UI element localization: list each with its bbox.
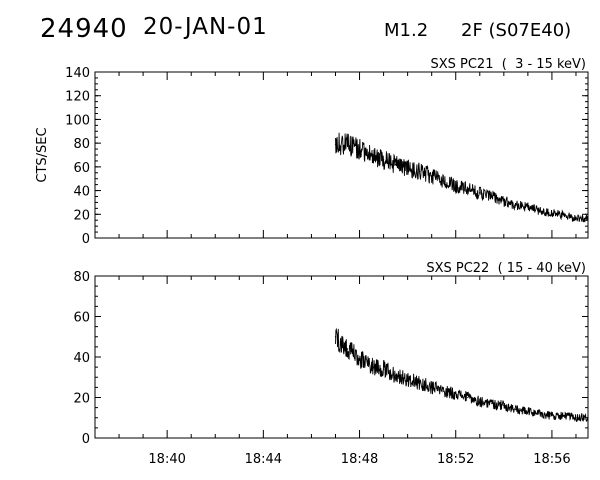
panel-1: 0 20 40 60 80 100 120 140 SXS PC21 ( 3 - 15 keV)… — [35, 57, 589, 247]
data-point — [503, 200, 505, 202]
data-point — [467, 188, 469, 190]
data-point — [551, 415, 553, 417]
data-point — [479, 400, 481, 403]
data-point — [527, 206, 529, 208]
data-point — [455, 392, 457, 395]
x-tick-label: 18:40 — [148, 452, 185, 467]
data-point — [527, 411, 529, 413]
data-point — [382, 368, 385, 370]
data-point — [503, 405, 505, 407]
data-point — [563, 415, 565, 417]
data-point — [334, 336, 337, 338]
data-point — [563, 214, 565, 217]
data-point — [431, 386, 433, 388]
data-point — [575, 417, 577, 419]
x-tick-label: 18:48 — [341, 452, 378, 467]
series-trace — [335, 327, 589, 422]
data-point — [515, 409, 517, 411]
event-id: 24940 — [40, 14, 128, 44]
data-point — [443, 390, 445, 393]
y-tick-label: 80 — [73, 137, 90, 152]
panel-title: SXS PC21 ( 3 - 15 keV) — [430, 57, 586, 72]
data-point — [407, 378, 409, 380]
data-point — [370, 364, 373, 366]
plot-frame — [94, 71, 589, 239]
data-point — [419, 382, 421, 384]
data-point — [346, 142, 349, 144]
y-tick-label: 0 — [82, 232, 90, 247]
data-point — [479, 192, 481, 194]
panel-2: 0 20 40 60 80 18:40 18:44 18:48 18:52 18:56 SXS PC… — [73, 261, 589, 467]
data-point — [515, 204, 517, 206]
event-date: 20-JAN-01 — [143, 14, 268, 40]
data-point — [334, 143, 337, 145]
y-tick-label: 40 — [73, 185, 90, 200]
x-tick-label: 18:44 — [245, 452, 282, 467]
y-tick-label: 60 — [73, 161, 90, 176]
y-tick-label: 20 — [73, 208, 90, 223]
data-point — [455, 185, 457, 187]
data-point — [395, 163, 397, 166]
data-point — [443, 180, 445, 182]
y-axis-label: CTS/SEC — [35, 127, 50, 182]
panel-title: SXS PC22 ( 15 - 40 keV) — [426, 261, 586, 276]
data-point — [575, 217, 577, 219]
y-tick-label: 0 — [82, 432, 90, 447]
data-point — [370, 154, 373, 156]
plot-frame — [94, 275, 589, 439]
y-tick-label: 60 — [73, 311, 90, 326]
data-point — [358, 358, 361, 360]
y-tick-label: 140 — [65, 66, 90, 81]
data-point — [382, 159, 385, 161]
data-point — [551, 212, 553, 214]
data-point — [539, 413, 541, 415]
y-tick-label: 100 — [65, 113, 90, 128]
data-point — [407, 167, 409, 169]
y-tick-label: 40 — [73, 351, 90, 366]
data-point — [467, 396, 469, 399]
data-point — [491, 195, 493, 198]
data-point — [587, 417, 589, 419]
x-tick-label: 18:52 — [437, 452, 474, 467]
x-tick-label: 18:56 — [533, 452, 570, 467]
data-point — [587, 218, 589, 220]
data-point — [539, 210, 541, 212]
series-trace — [335, 132, 589, 223]
data-point — [346, 348, 349, 350]
data-point — [419, 171, 421, 173]
goes-class: M1.2 — [384, 20, 429, 41]
data-point — [358, 148, 361, 150]
y-tick-label: 120 — [65, 90, 90, 105]
optical-class-location: 2F (S07E40) — [461, 20, 572, 41]
data-point — [431, 175, 433, 177]
y-tick-label: 20 — [73, 392, 90, 407]
data-point — [395, 374, 397, 376]
data-point — [491, 402, 493, 405]
y-tick-label: 80 — [73, 270, 90, 285]
